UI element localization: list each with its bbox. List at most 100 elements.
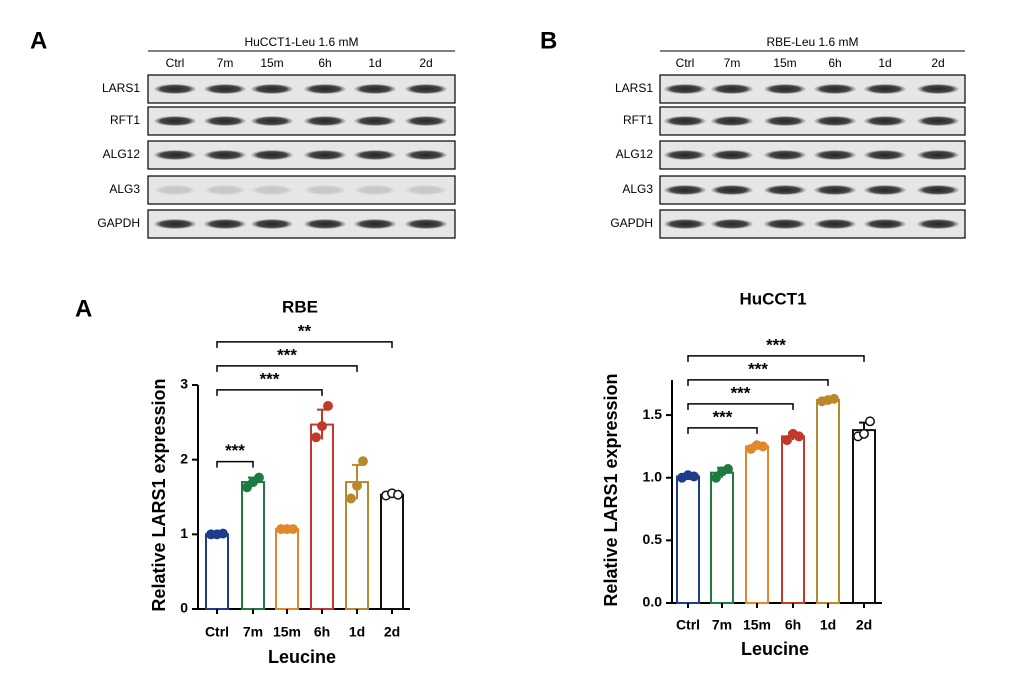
blot-strip <box>147 74 456 104</box>
x-axis-label: Leucine <box>741 639 809 659</box>
blot-band <box>711 185 753 195</box>
bar <box>275 528 299 611</box>
blot-band <box>354 150 396 160</box>
y-tick-label: 0.5 <box>643 531 663 547</box>
replicate-point <box>311 432 321 443</box>
x-tick-label: 7m <box>243 624 263 640</box>
significance-bracket <box>687 379 829 386</box>
blot-band <box>814 84 856 94</box>
replicate-point <box>358 456 368 467</box>
replicate-point <box>218 528 228 539</box>
y-tick-label: 3 <box>180 376 188 392</box>
blot-band <box>251 219 293 229</box>
lane-label: 7m <box>724 56 741 70</box>
replicate-point <box>829 393 839 404</box>
blot-band <box>154 219 196 229</box>
blot-strip <box>147 106 456 136</box>
blot-band <box>814 185 856 195</box>
bar <box>816 399 840 605</box>
blot-band <box>864 150 906 160</box>
lane-label: 15m <box>773 56 796 70</box>
blot-strip <box>659 209 966 239</box>
x-tick-label: 1d <box>349 624 365 640</box>
blot-band <box>251 116 293 126</box>
replicate-point <box>242 482 252 493</box>
blot-band <box>864 219 906 229</box>
replicate-point <box>393 489 403 500</box>
replicate-point <box>859 428 869 439</box>
replicate-point <box>317 421 327 432</box>
significance-label: *** <box>766 335 786 354</box>
bar <box>380 493 404 611</box>
bar <box>710 471 734 604</box>
blot-band <box>304 150 346 160</box>
blot-band <box>864 185 906 195</box>
blot-band <box>204 185 246 195</box>
lane-label: 2d <box>419 56 432 70</box>
blot-band <box>711 150 753 160</box>
blot-band <box>664 150 706 160</box>
panel-label: A <box>30 27 47 54</box>
significance-bracket <box>216 460 254 468</box>
blot-band <box>864 84 906 94</box>
row-label: LARS1 <box>615 81 653 95</box>
significance-bracket <box>216 341 393 348</box>
blot-band <box>664 116 706 126</box>
replicate-point <box>288 524 298 535</box>
significance-bracket <box>216 389 323 396</box>
blot-band <box>764 150 806 160</box>
lane-label: 6h <box>318 56 331 70</box>
blot-band <box>864 116 906 126</box>
blot-band <box>711 219 753 229</box>
blot-band <box>204 219 246 229</box>
blot-band <box>354 185 396 195</box>
replicate-point <box>352 480 362 491</box>
y-axis-label: Relative LARS1 expression <box>601 373 621 606</box>
blot-band <box>917 219 959 229</box>
x-tick-label: 1d <box>820 617 836 633</box>
lane-label: 1d <box>878 56 891 70</box>
blot-band <box>764 84 806 94</box>
chart-title: HuCCT1 <box>739 289 806 308</box>
lane-label: 1d <box>368 56 381 70</box>
bar <box>241 481 265 611</box>
blot-band <box>814 116 856 126</box>
replicate-point <box>723 463 733 474</box>
blot-band <box>917 185 959 195</box>
blot-band <box>917 116 959 126</box>
y-tick-label: 1.5 <box>643 406 663 422</box>
blot-strip <box>659 74 966 104</box>
lane-label: Ctrl <box>166 56 185 70</box>
lane-label: 2d <box>931 56 944 70</box>
panel-label: B <box>540 27 557 54</box>
row-label: GAPDH <box>610 216 653 230</box>
blot-band <box>154 116 196 126</box>
blot-band <box>354 84 396 94</box>
x-tick-label: 15m <box>743 617 771 633</box>
bar <box>676 475 700 604</box>
blot-band <box>405 84 447 94</box>
replicate-point <box>689 471 699 482</box>
blot-band <box>304 84 346 94</box>
x-tick-label: 6h <box>785 617 801 633</box>
replicate-point <box>758 441 768 452</box>
lane-label: Ctrl <box>676 56 695 70</box>
blot-band <box>405 219 447 229</box>
blot-band <box>917 84 959 94</box>
y-tick-label: 0 <box>180 600 188 616</box>
blot-strip <box>659 106 966 136</box>
blot-band <box>154 84 196 94</box>
x-tick-label: Ctrl <box>676 617 700 633</box>
bar <box>781 435 805 604</box>
x-tick-label: 7m <box>712 617 732 633</box>
row-label: ALG3 <box>109 182 140 196</box>
blot-band <box>304 116 346 126</box>
blot-strip <box>147 140 456 170</box>
x-tick-label: 2d <box>384 624 400 640</box>
blot-title: RBE-Leu 1.6 mM <box>766 35 858 49</box>
blot-band <box>711 84 753 94</box>
bar <box>205 533 229 610</box>
significance-label: *** <box>713 407 733 426</box>
row-label: GAPDH <box>97 216 140 230</box>
